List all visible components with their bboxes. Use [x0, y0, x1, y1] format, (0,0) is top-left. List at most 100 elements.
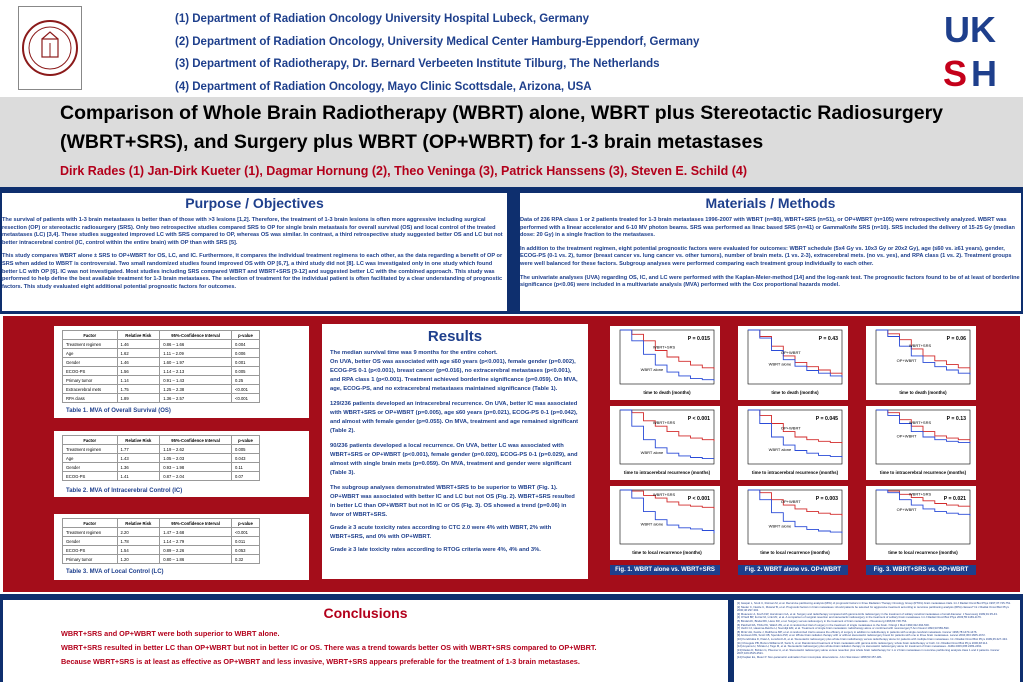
figure-3-caption: Fig. 3. WBRT+SRS vs. OP+WBRT [866, 565, 976, 575]
table-row: Age 1.43 1.05 – 2.03 0.043 [62, 453, 260, 463]
x-axis-label: time to intracerebral recurrence (months… [624, 470, 711, 475]
uksh-logo: UK S H [937, 4, 1003, 94]
table-header: Relative Risk [116, 518, 161, 528]
table-cell: 0.043 [231, 453, 260, 463]
university-seal-logo [18, 6, 82, 90]
table-cell: 0.93 – 1.98 [159, 462, 232, 472]
table-row: Gender 1.78 1.14 – 2.79 0.011 [62, 536, 260, 546]
series-label: WBRT+SRS [909, 420, 932, 425]
reference-item: [10] Kondziolka D, Patel A, Lunsford LD,… [737, 636, 1008, 641]
logo-text-h: H [971, 53, 997, 92]
series-label: WBRT+SRS [653, 492, 676, 497]
table-cell: 1.75 [116, 384, 161, 394]
km-curve-WBRT alone [748, 409, 843, 458]
series-label: OP+WBRT [897, 507, 917, 512]
table-cell: Age [62, 453, 118, 463]
km-plot: P = 0.045 OP+WBRT WBRT alone time to intrac… [738, 406, 848, 480]
references-box: [1] Gaspar L, Scott C, Rotman M, et al. … [734, 600, 1020, 682]
figure-1-caption: Fig. 1. WBRT alone vs. WBRT+SRS [610, 565, 720, 575]
table-cell: 0.86 – 1.66 [159, 339, 232, 349]
reference-item: [13] Rades D, Bohlen G, Pluemer A, et al… [737, 647, 1000, 656]
series-label: WBRT alone [769, 447, 792, 452]
authors: Dirk Rades (1) Jan-Dirk Kueter (1), Dagm… [60, 164, 747, 178]
methods-title: Materials / Methods [705, 195, 836, 211]
results-paragraph: Grade ≥ 3 acute toxicity rates according… [330, 525, 552, 540]
purpose-paragraph-2: This study compares WBRT alone ± SRS to … [2, 253, 503, 290]
series-label: OP+WBRT [781, 426, 801, 431]
table-1: Factor Relative Risk 95%-Confidence Inte… [62, 330, 260, 403]
title-line-1: Comparison of Whole Brain Radiotherapy (… [60, 102, 944, 124]
x-axis-label: time to intracerebral recurrence (months… [880, 470, 967, 475]
conclusion-line: WBRT+SRS and OP+WBRT were both superior … [61, 629, 280, 638]
table-cell: 0.89 – 2.26 [159, 545, 232, 555]
reference-item: [6] Patchell RA, Tibbs PA, Walsh JW, et … [737, 622, 930, 627]
table-cell: Treatment regimen [62, 527, 118, 537]
table-cell: 1.89 [116, 393, 161, 403]
p-value-label: P = 0.021 [944, 496, 966, 502]
title-bar [0, 97, 1023, 187]
affiliation-3: (3) Department of Radiotherapy, Dr. Bern… [175, 58, 660, 70]
table-cell: 0.87 – 2.04 [159, 471, 232, 481]
table-cell: <0.001 [231, 393, 260, 403]
p-value-label: P < 0.001 [688, 496, 710, 502]
figure-2-caption: Fig. 2. WBRT alone vs. OP+WBRT [738, 565, 848, 575]
km-curve-OP+WBRT [876, 329, 971, 375]
results-paragraph: The median survival time was 9 months fo… [330, 350, 498, 356]
results-paragraph: 129/236 patients developed an intracereb… [330, 401, 579, 434]
table-header: Factor [62, 330, 118, 340]
title-line-2: (WBRT+SRS), and Surgery plus WBRT (OP+WB… [60, 131, 764, 153]
table-3-box: Factor Relative Risk 95%-Confidence Inte… [54, 514, 309, 580]
km-curve-WBRT alone [748, 329, 843, 378]
table-row: Age 1.62 1.11 – 2.09 0.006 [62, 348, 260, 358]
table-cell: 1.47 – 3.68 [159, 527, 232, 537]
table-cell: 0.005 [231, 444, 260, 454]
table-cell: 0.006 [231, 348, 260, 358]
x-axis-label: time to death (months) [643, 390, 691, 395]
table-row: Primary tumor 1.14 0.91 – 1.43 0.25 [62, 375, 260, 385]
series-label: WBRT+SRS [909, 343, 932, 348]
reference-item: [4] O'Neill BP, Iturria NJ, Link MJ, et … [737, 615, 982, 620]
series-label: WBRT alone [769, 362, 792, 367]
affiliation-1: (1) Department of Radiation Oncology Uni… [175, 13, 590, 25]
km-curve-WBRT alone [620, 489, 715, 534]
table-2: Factor Relative Risk 95%-Confidence Inte… [62, 435, 260, 481]
table-cell: 0.91 – 1.43 [159, 375, 232, 385]
table-header: Relative Risk [116, 435, 161, 445]
reference-item: [8] Mintz AH, Kestle J, Rathbone MP, et … [737, 629, 978, 634]
methods-box: Materials / Methods Data of 236 RPA clas… [520, 193, 1021, 311]
km-plot: P = 0.06 WBRT+SRS OP+WBRT time to death (mo… [866, 326, 976, 400]
table-cell: 1.56 [116, 366, 161, 376]
table-header: Factor [62, 435, 118, 445]
p-value-label: P = 0.003 [816, 496, 838, 502]
reference-item: [5] Bindal AK, Bindal RK, Hess KR, et al… [737, 618, 908, 623]
table-cell: 1.60 – 1.97 [159, 357, 232, 367]
table-row: RPA class 1.89 1.36 – 2.57 <0.001 [62, 393, 260, 403]
results-title: Results [427, 328, 483, 345]
km-curve-WBRT alone [748, 489, 843, 534]
table-cell: Age [62, 348, 118, 358]
km-curve-WBRT alone [620, 329, 715, 381]
table-cell: <0.001 [231, 384, 260, 394]
table-cell: Primary tumor [62, 554, 118, 564]
km-curve-WBRT alone [620, 409, 714, 460]
table-cell: 1.62 [116, 348, 161, 358]
series-label: WBRT alone [769, 523, 792, 528]
table-row: ECOG-PS 1.56 1.14 – 2.13 0.005 [62, 366, 260, 376]
table-cell: 1.43 [116, 453, 161, 463]
table-cell: 1.46 [116, 357, 161, 367]
logo-text-uk: UK [944, 9, 996, 50]
km-curve-OP+WBRT [876, 409, 971, 444]
p-value-label: P = 0.045 [816, 416, 838, 422]
km-curve-WBRT+SRS [876, 489, 971, 508]
table-cell: 0.001 [231, 357, 260, 367]
results-paragraph: 90/236 patients developed a local recurr… [330, 443, 578, 476]
poster-title: Comparison of Whole Brain Radiotherapy (… [60, 99, 1020, 157]
table-cell: 1.19 – 2.62 [159, 444, 232, 454]
p-value-label: P = 0.13 [947, 416, 966, 422]
table-2-caption: Table 2. MVA of Intracerebral Control (I… [66, 488, 183, 494]
table-cell: ECOG-PS [62, 366, 118, 376]
km-plot: P = 0.13 WBRT+SRS OP+WBRT time to intracere… [866, 406, 976, 480]
table-cell: 1.20 [116, 554, 161, 564]
conclusion-line: WBRT+SRS resulted in better LC than OP+W… [61, 643, 597, 652]
table-cell: Gender [62, 536, 118, 546]
